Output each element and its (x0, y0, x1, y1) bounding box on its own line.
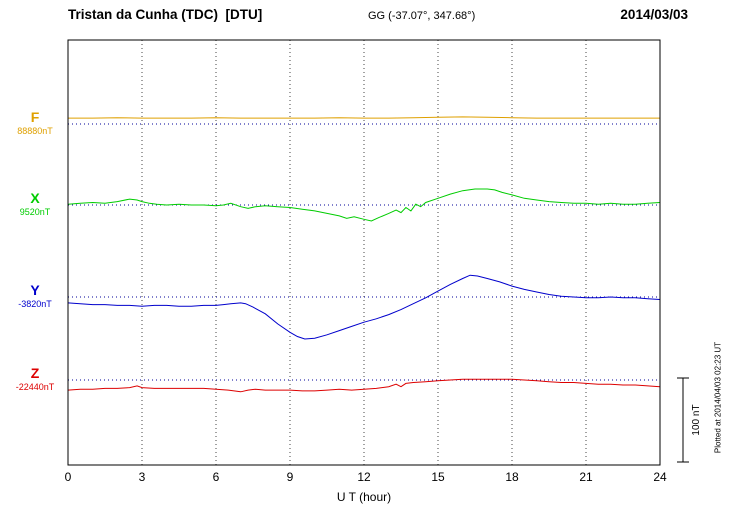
geographic-coords: GG (-37.07°, 347.68°) (368, 10, 476, 22)
station-title: Tristan da Cunha (TDC) [DTU] (68, 7, 263, 22)
x-tick-label: 9 (286, 470, 294, 484)
trace-z (67, 378, 661, 393)
trace-y (67, 274, 661, 340)
trace-f (68, 116, 660, 119)
plot-frame (67, 39, 661, 466)
x-tick-label: 6 (212, 470, 220, 484)
x-axis-label: U T (hour) (336, 490, 392, 504)
trace-baseline-value: -3820nT (18, 299, 52, 309)
scale-bar-label: 100 nT (691, 404, 702, 436)
trace-letter: Y (30, 282, 40, 298)
trace-label-x: X 9520nT (6, 191, 64, 217)
trace-baseline-value: 9520nT (19, 207, 51, 217)
x-tick-label: 15 (431, 470, 445, 484)
x-tick-label: 12 (357, 470, 371, 484)
trace-label-f: F 88880nT (6, 110, 64, 136)
plot-date: 2014/03/03 (620, 7, 688, 22)
x-tick-label: 18 (505, 470, 519, 484)
x-tick-label: 21 (579, 470, 593, 484)
trace-baseline-value: 88880nT (17, 126, 53, 136)
trace-x (67, 188, 661, 222)
x-tick-label: 0 (64, 470, 72, 484)
trace-letter: X (30, 190, 40, 206)
plotted-at-note: Plotted at 2014/04/03 02:23 UT (713, 341, 723, 454)
trace-baseline-value: -22440nT (15, 382, 55, 392)
trace-label-z: Z -22440nT (6, 366, 64, 392)
trace-label-y: Y -3820nT (6, 283, 64, 309)
x-tick-label: 3 (138, 470, 146, 484)
trace-letter: Z (30, 365, 40, 381)
trace-letter: F (30, 109, 40, 125)
x-tick-label: 24 (653, 470, 667, 484)
